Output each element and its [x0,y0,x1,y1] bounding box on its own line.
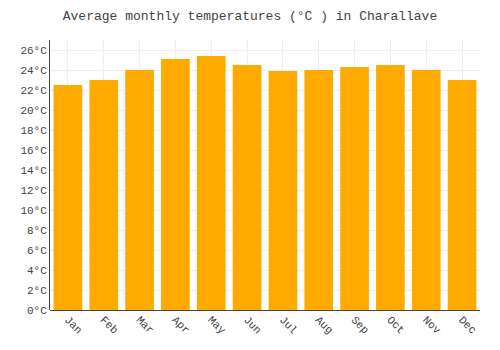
svg-text:Apr: Apr [169,314,191,336]
svg-text:2°C: 2°C [27,285,47,297]
svg-text:Aug: Aug [313,314,335,336]
svg-text:Sep: Sep [349,314,371,336]
svg-text:24°C: 24°C [20,65,47,77]
svg-text:Jun: Jun [241,314,263,336]
svg-text:Jan: Jan [62,314,84,336]
svg-text:12°C: 12°C [20,185,47,197]
svg-text:Nov: Nov [420,314,443,337]
svg-text:Dec: Dec [456,314,478,336]
svg-text:Average monthly temperatures (: Average monthly temperatures (°C ) in Ch… [63,9,437,24]
svg-text:16°C: 16°C [20,145,47,157]
svg-text:Jul: Jul [277,314,299,336]
svg-text:22°C: 22°C [20,85,47,97]
svg-text:20°C: 20°C [20,105,47,117]
svg-text:4°C: 4°C [27,265,47,277]
svg-text:0°C: 0°C [27,305,47,317]
svg-text:14°C: 14°C [20,165,47,177]
svg-text:6°C: 6°C [27,245,47,257]
svg-text:18°C: 18°C [20,125,47,137]
svg-text:8°C: 8°C [27,225,47,237]
svg-text:May: May [205,314,228,337]
svg-text:Oct: Oct [384,314,406,336]
svg-text:Feb: Feb [98,314,120,336]
svg-text:Mar: Mar [134,314,156,336]
svg-text:26°C: 26°C [20,45,47,57]
svg-text:10°C: 10°C [20,205,47,217]
